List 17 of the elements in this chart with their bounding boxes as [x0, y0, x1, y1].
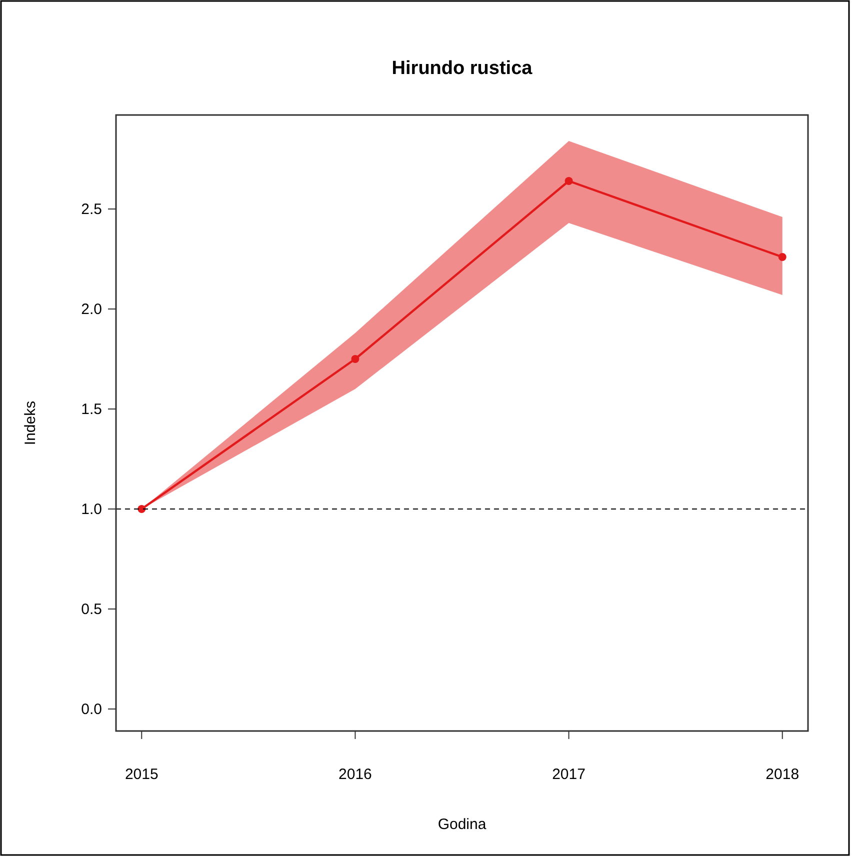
point	[138, 505, 146, 513]
point	[351, 355, 360, 363]
chart-title: Hirundo rustica	[392, 58, 533, 79]
y-tick-label: 1.0	[81, 501, 102, 518]
x-tick-label: 2017	[552, 766, 586, 783]
x-tick-label: 2016	[338, 766, 372, 783]
point	[564, 177, 573, 185]
y-tick-label: 2.0	[81, 301, 102, 318]
y-axis-title: Indeks	[22, 400, 39, 446]
x-tick-label: 2018	[766, 766, 800, 783]
point	[778, 253, 786, 261]
y-tick-label: 1.5	[81, 401, 102, 418]
y-tick-label: 2.5	[81, 201, 102, 218]
x-axis-title: Godina	[438, 816, 487, 833]
x-tick-label: 2015	[124, 766, 158, 783]
y-tick-label: 0.5	[81, 601, 102, 618]
y-tick-label: 0.0	[81, 701, 102, 718]
